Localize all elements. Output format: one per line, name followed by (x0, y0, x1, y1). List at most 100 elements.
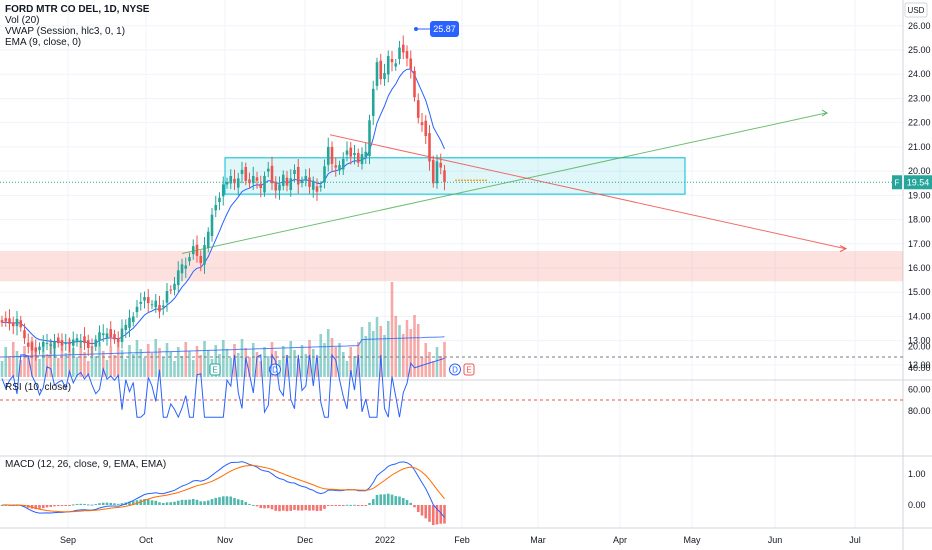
candle-body (323, 166, 326, 183)
macd-histogram-bar (353, 504, 356, 506)
macd-histogram-bar (143, 499, 146, 505)
volume-bar (146, 344, 150, 377)
volume-bar (195, 346, 199, 377)
macd-histogram-bar (270, 505, 274, 510)
macd-histogram-bar (386, 493, 390, 505)
candle-body (206, 231, 210, 248)
volume-bar (173, 361, 176, 377)
macd-histogram-bar (146, 499, 150, 505)
macd-histogram-bar (248, 503, 251, 505)
macd-histogram-bar (240, 499, 244, 505)
candle-body (401, 44, 405, 53)
macd-tick-label: 1.00 (908, 469, 926, 479)
candle-body (94, 339, 98, 347)
macd-histogram-bar (308, 505, 311, 511)
volume-bar (15, 351, 19, 377)
macd-histogram-bar (101, 502, 105, 505)
volume-bar (266, 356, 270, 377)
candle-body (431, 159, 435, 184)
volume-bar (236, 353, 240, 377)
macd-histogram-bar (379, 494, 383, 505)
candle-body (270, 165, 274, 184)
volume-bar (41, 345, 45, 377)
volume-bar (11, 342, 15, 377)
macd-histogram-bar (390, 494, 394, 505)
macd-histogram-bar (398, 496, 401, 505)
volume-bar (341, 352, 345, 377)
macd-histogram-bar (154, 500, 158, 505)
price-tick-label: 25.00 (908, 45, 931, 55)
volume-bar (405, 320, 409, 377)
candle-body (420, 122, 424, 126)
volume-bar (161, 357, 165, 377)
rsi-label[interactable]: RSI (10, close) (5, 382, 72, 393)
volume-bar (326, 329, 330, 377)
macd-label[interactable]: MACD (12, 26, close, 9, EMA, EMA) (5, 459, 167, 470)
macd-histogram-bar (90, 504, 94, 506)
macd-histogram-bar (150, 500, 154, 505)
candle-body (371, 88, 375, 116)
time-tick-label: Sep (60, 535, 76, 545)
volume-bar (439, 356, 443, 377)
price-tick-label: 14.00 (908, 311, 931, 321)
symbol-tag (892, 175, 902, 190)
uptrend-arrowhead (821, 109, 828, 117)
candle-body (71, 339, 75, 346)
candle-body (360, 154, 364, 165)
volume-bar (428, 352, 431, 377)
candle-body (26, 342, 30, 347)
volume-bar (364, 336, 368, 377)
ema-indicator-label[interactable]: EMA (9, close, 0) (5, 37, 82, 48)
candle-body (120, 328, 124, 342)
vol-indicator-label[interactable]: Vol (20) (5, 15, 40, 26)
candle-body (394, 63, 398, 67)
candle-body (240, 169, 244, 175)
rsi-tick-label: 20.00 (908, 341, 931, 351)
volume-bar (169, 352, 173, 377)
candle-body (8, 318, 11, 324)
rsi-tick-label: 80.00 (908, 406, 931, 416)
vwap-indicator-label[interactable]: VWAP (Session, hlc3, 0, 1) (5, 26, 126, 37)
candle-body (113, 334, 116, 340)
macd-histogram-bar (116, 503, 120, 505)
macd-histogram-bar (203, 501, 206, 505)
volume-bar (263, 347, 266, 377)
macd-histogram-bar (210, 499, 214, 505)
macd-histogram-bar (356, 505, 360, 506)
macd-histogram-bar (41, 505, 45, 509)
volume-bar (79, 343, 83, 377)
candle-body (353, 152, 356, 156)
chart-legend: FORD MTR CO DEL, 1D, NYSE Vol (20) VWAP … (5, 4, 149, 48)
symbol-title[interactable]: FORD MTR CO DEL, 1D, NYSE (5, 4, 150, 15)
candle-body (300, 180, 304, 183)
macd-histogram-bar (56, 505, 60, 506)
volume-bar (26, 355, 30, 377)
volume-bar (101, 351, 105, 377)
candle-body (375, 62, 379, 86)
volume-bar (23, 346, 26, 377)
macd-histogram-bar (311, 505, 315, 511)
macd-histogram-bar (98, 503, 101, 505)
macd-histogram-bar (443, 505, 446, 524)
macd-histogram-bar (236, 499, 240, 505)
volume-bar (311, 349, 315, 377)
volume-bar (124, 359, 128, 377)
last-price-text: 19.54 (907, 177, 930, 187)
macd-histogram-bar (349, 504, 353, 506)
candle-body (405, 50, 409, 59)
volume-bar (176, 347, 180, 377)
volume-bar (416, 324, 420, 377)
volume-bar (323, 343, 326, 377)
candle-body (398, 47, 401, 59)
candle-body (349, 147, 353, 157)
macd-tick-label: 0.00 (908, 500, 926, 510)
candle-body (4, 318, 8, 322)
volume-bar (143, 358, 146, 377)
macd-histogram-bar (338, 505, 341, 506)
candle-body (68, 343, 71, 345)
candle-body (334, 165, 338, 168)
volume-bar (431, 361, 435, 377)
uptrend-line (181, 112, 827, 254)
macd-histogram-bar (45, 505, 49, 508)
